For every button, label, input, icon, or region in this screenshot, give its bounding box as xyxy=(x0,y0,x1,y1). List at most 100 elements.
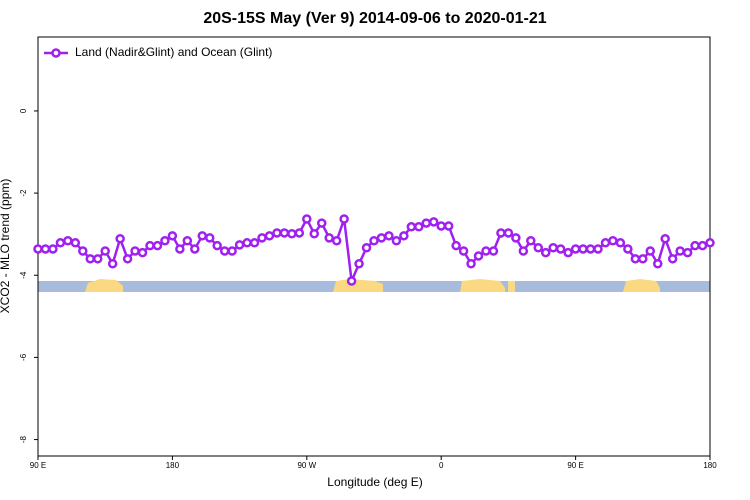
point xyxy=(212,240,222,251)
point xyxy=(302,214,312,224)
y-tick-label: -8 xyxy=(19,435,28,443)
point xyxy=(615,238,626,248)
point xyxy=(667,254,678,264)
point xyxy=(279,228,290,238)
point xyxy=(316,218,327,228)
point xyxy=(593,244,603,254)
point xyxy=(204,233,215,243)
point xyxy=(324,233,334,243)
point xyxy=(496,228,506,238)
point xyxy=(361,242,372,253)
point xyxy=(458,246,469,256)
point xyxy=(227,246,237,256)
point xyxy=(369,235,379,246)
point xyxy=(115,233,125,244)
point xyxy=(473,251,484,261)
point xyxy=(85,254,96,264)
point xyxy=(354,259,364,269)
x-tick-label: 180 xyxy=(166,461,180,470)
point xyxy=(167,231,178,241)
point xyxy=(257,233,267,243)
point xyxy=(682,247,693,258)
point xyxy=(690,240,700,251)
point xyxy=(130,246,140,256)
point xyxy=(652,259,663,269)
x-tick-label: 90 W xyxy=(297,461,316,470)
point xyxy=(608,235,618,246)
y-axis-label: XCO2 - MLO trend (ppm) xyxy=(0,179,12,314)
land-patch xyxy=(85,279,123,292)
chart-title: 20S-15S May (Ver 9) 2014-09-06 to 2020-0… xyxy=(203,10,546,27)
point xyxy=(78,246,88,256)
point xyxy=(645,246,656,256)
point xyxy=(242,238,252,248)
point xyxy=(443,221,454,231)
point xyxy=(563,247,573,258)
point xyxy=(660,233,670,244)
point xyxy=(122,254,133,264)
point xyxy=(55,238,66,248)
x-tick-label: 90 E xyxy=(30,461,46,470)
point xyxy=(570,244,581,254)
legend-label: Land (Nadir&Glint) and Ocean (Glint) xyxy=(75,45,272,59)
point xyxy=(638,254,648,264)
point xyxy=(40,244,51,254)
point xyxy=(555,244,566,254)
point xyxy=(705,238,715,248)
y-tick-label: -2 xyxy=(19,189,28,197)
point xyxy=(272,228,282,238)
point xyxy=(92,254,103,264)
point xyxy=(63,235,73,246)
point xyxy=(145,240,155,251)
point xyxy=(488,246,499,256)
point xyxy=(436,221,446,231)
land-patch xyxy=(623,279,660,292)
legend-marker xyxy=(51,48,61,58)
point xyxy=(391,235,402,246)
point xyxy=(287,229,297,239)
point xyxy=(428,217,439,227)
point xyxy=(331,235,342,246)
point xyxy=(182,235,193,246)
x-tick-label: 0 xyxy=(439,461,444,470)
point xyxy=(376,233,387,243)
x-axis-label: Longitude (deg E) xyxy=(327,475,422,489)
x-tick-label: 180 xyxy=(703,461,717,470)
surface-strip xyxy=(38,279,710,292)
plot-frame xyxy=(37,36,711,457)
point xyxy=(630,254,641,264)
y-tick-label: -4 xyxy=(19,271,28,279)
y-tick-label: -6 xyxy=(19,353,28,361)
point xyxy=(384,231,394,241)
point xyxy=(160,235,170,246)
point xyxy=(406,222,417,232)
point xyxy=(526,235,536,246)
point xyxy=(100,246,110,256)
point xyxy=(697,240,708,251)
point xyxy=(421,218,432,228)
point xyxy=(33,244,43,254)
point xyxy=(346,276,357,286)
y-tick-label: 0 xyxy=(19,108,28,113)
point xyxy=(234,240,245,250)
point xyxy=(578,244,588,254)
land-patch xyxy=(508,281,515,292)
point xyxy=(137,247,148,258)
point xyxy=(623,244,633,254)
point xyxy=(548,242,558,253)
point xyxy=(675,246,685,256)
point xyxy=(399,231,409,241)
point xyxy=(175,244,185,254)
point xyxy=(533,242,544,253)
point xyxy=(70,238,81,248)
point xyxy=(481,246,491,256)
point xyxy=(540,247,551,258)
point xyxy=(585,244,596,254)
point xyxy=(309,229,320,239)
point xyxy=(48,244,58,254)
point xyxy=(518,246,529,256)
point xyxy=(600,238,611,248)
point xyxy=(294,228,305,238)
point xyxy=(264,231,275,241)
point xyxy=(466,259,476,269)
